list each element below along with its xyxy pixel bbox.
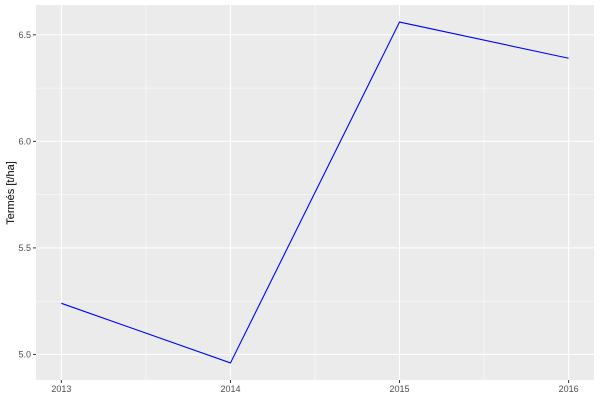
x-tick-label: 2016 (559, 384, 579, 394)
y-axis-label: Termés [t/ha] (5, 161, 17, 225)
x-tick-label: 2014 (220, 384, 240, 394)
y-tick-label: 6.0 (18, 136, 31, 146)
x-tick-label: 2015 (390, 384, 410, 394)
x-tick-label: 2013 (51, 384, 71, 394)
y-tick-label: 5.5 (18, 243, 31, 253)
series-line (61, 21, 569, 364)
axis-ticks: 2013 2014 2015 2016 5.0 5.5 6.0 6.5 (18, 30, 578, 394)
y-tick-label: 6.5 (18, 30, 31, 40)
gridlines (36, 5, 594, 380)
y-tick-label: 5.0 (18, 349, 31, 359)
